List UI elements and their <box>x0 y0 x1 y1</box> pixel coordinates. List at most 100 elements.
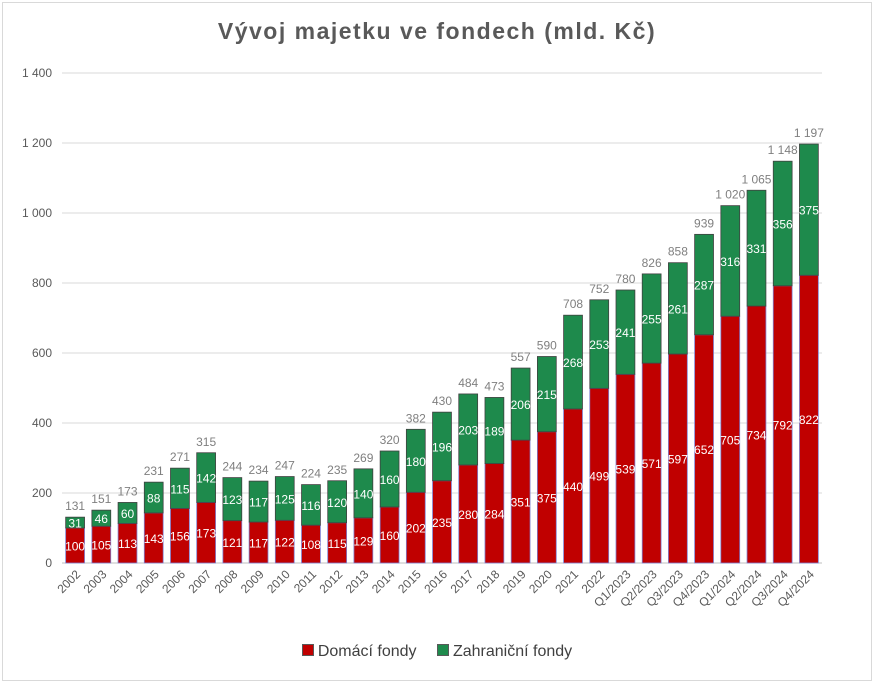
y-tick-label: 800 <box>32 276 52 290</box>
y-tick-label: 200 <box>32 486 52 500</box>
data-label-foreign: 88 <box>147 492 161 506</box>
bar-foreign <box>484 397 505 465</box>
data-label-foreign: 46 <box>95 512 109 526</box>
x-tick-label: 2002 <box>54 567 83 596</box>
data-label-domestic: 597 <box>668 453 688 467</box>
data-label-domestic: 156 <box>170 530 190 544</box>
data-label-foreign: 142 <box>196 472 216 486</box>
data-label-domestic: 375 <box>537 491 557 505</box>
data-label-total: 1 020 <box>715 188 745 202</box>
x-tick-label: 2011 <box>291 567 319 595</box>
data-label-domestic: 122 <box>275 536 295 550</box>
y-tick-label: 1 200 <box>22 136 52 150</box>
data-label-foreign: 116 <box>301 499 320 513</box>
legend-swatch-foreign <box>436 644 449 656</box>
data-label-total: 780 <box>615 272 635 286</box>
y-tick-label: 1 000 <box>22 206 52 220</box>
x-tick-label: 2003 <box>81 567 110 596</box>
bar-foreign <box>668 262 688 355</box>
data-label-domestic: 100 <box>65 540 85 554</box>
x-tick-label: 2013 <box>343 567 372 596</box>
bar-foreign <box>117 502 138 524</box>
bar-foreign <box>458 393 479 466</box>
data-label-total: 131 <box>65 499 85 513</box>
data-label-total: 320 <box>380 433 400 447</box>
data-label-total: 247 <box>275 459 295 473</box>
legend-label-domestic: Domácí fondy <box>317 643 417 660</box>
bar-foreign <box>248 480 269 523</box>
x-tick-label: 2015 <box>395 567 424 596</box>
data-label-total: 557 <box>511 350 531 364</box>
x-tick-label: 2020 <box>526 567 555 596</box>
data-label-foreign: 115 <box>170 482 189 496</box>
legend-label-foreign: Zahraniční fondy <box>452 643 573 660</box>
bar-foreign <box>510 367 531 441</box>
data-label-domestic: 117 <box>249 537 268 551</box>
data-label-domestic: 440 <box>563 480 583 494</box>
data-label-foreign: 180 <box>406 455 426 469</box>
data-label-foreign: 160 <box>380 473 400 487</box>
data-label-foreign: 206 <box>511 398 531 412</box>
data-label-domestic: 113 <box>118 537 137 551</box>
data-label-domestic: 705 <box>720 434 740 448</box>
data-label-total: 231 <box>144 464 164 478</box>
y-tick-label: 1 400 <box>22 66 52 80</box>
x-tick-label: 2014 <box>369 567 398 596</box>
data-label-foreign: 375 <box>799 204 819 218</box>
data-label-foreign: 189 <box>484 425 504 439</box>
bar-foreign <box>563 314 583 410</box>
data-label-domestic: 734 <box>746 429 766 443</box>
data-label-domestic: 105 <box>91 539 111 553</box>
data-label-foreign: 331 <box>746 242 766 256</box>
data-label-foreign: 215 <box>537 388 557 402</box>
bar-foreign <box>327 480 348 524</box>
bar-foreign <box>536 356 557 433</box>
data-label-domestic: 571 <box>642 457 662 471</box>
data-label-foreign: 241 <box>615 326 635 340</box>
data-label-foreign: 31 <box>68 517 82 531</box>
data-label-domestic: 173 <box>196 527 216 541</box>
data-label-foreign: 255 <box>642 313 662 327</box>
bar-foreign <box>615 289 636 375</box>
legend-item-foreign: Zahraniční fondy <box>436 643 573 661</box>
bar-foreign <box>772 160 793 287</box>
y-tick-label: 600 <box>32 346 52 360</box>
data-label-total: 1 065 <box>741 172 771 186</box>
data-label-total: 826 <box>642 256 662 270</box>
data-label-total: 590 <box>537 339 557 353</box>
data-label-total: 939 <box>694 216 714 230</box>
bar-foreign <box>720 205 741 317</box>
bar-foreign <box>432 411 452 482</box>
chart-title: Vývoj majetku ve fondech (mld. Kč) <box>217 18 657 44</box>
data-label-domestic: 121 <box>222 536 242 550</box>
x-tick-label: 2005 <box>133 567 162 596</box>
data-label-domestic: 129 <box>353 534 373 548</box>
bar-foreign <box>274 476 295 521</box>
y-tick-label: 400 <box>32 416 52 430</box>
x-tick-label: 2004 <box>107 567 136 596</box>
data-label-total: 1 148 <box>768 143 798 157</box>
bar-foreign <box>143 481 164 514</box>
data-label-total: 234 <box>249 463 269 477</box>
data-label-domestic: 108 <box>301 538 321 552</box>
x-tick-label: 2006 <box>159 567 188 596</box>
bar-foreign <box>353 468 374 519</box>
data-label-foreign: 253 <box>589 338 609 352</box>
bar-foreign <box>641 273 662 364</box>
data-label-total: 473 <box>484 379 504 393</box>
data-label-domestic: 499 <box>589 470 609 484</box>
data-label-domestic: 160 <box>380 529 400 543</box>
data-label-total: 1 197 <box>794 126 824 140</box>
data-label-total: 269 <box>353 451 373 465</box>
data-label-domestic: 652 <box>694 443 714 457</box>
data-label-domestic: 822 <box>799 413 819 427</box>
bar-foreign <box>405 428 426 493</box>
bar-foreign <box>222 477 243 522</box>
data-label-total: 484 <box>458 376 478 390</box>
bar-foreign <box>799 143 819 276</box>
data-label-total: 173 <box>118 484 138 498</box>
data-label-total: 315 <box>196 435 216 449</box>
x-tick-label: 2007 <box>185 567 214 596</box>
legend-swatch-domestic <box>301 644 314 656</box>
bar-foreign <box>196 452 216 503</box>
